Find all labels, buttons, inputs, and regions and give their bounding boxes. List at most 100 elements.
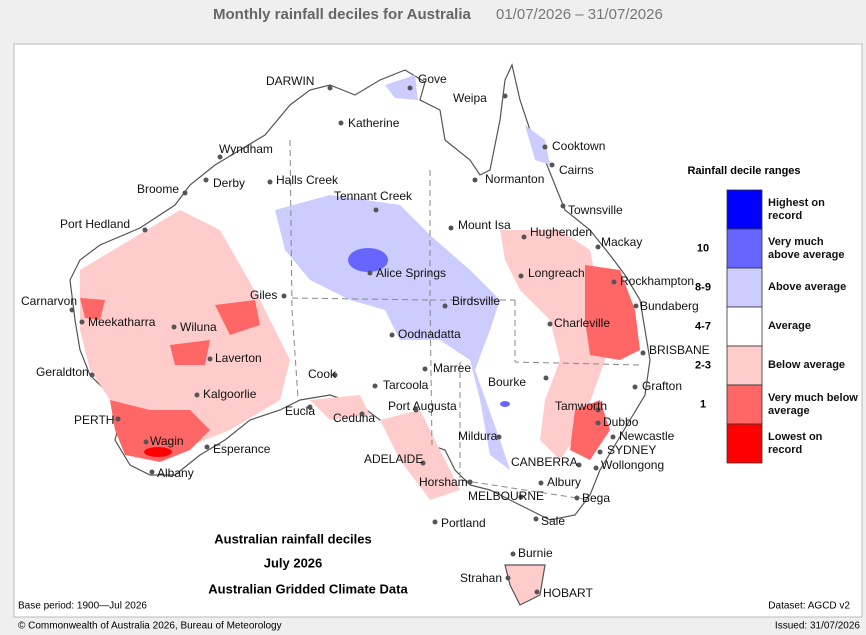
place-label: Mount Isa (458, 218, 511, 232)
place-dot (560, 203, 566, 209)
period: 01/07/2026 – 31/07/2026 (496, 6, 663, 23)
above-average-region (525, 125, 550, 165)
below-average-region (80, 210, 290, 460)
place-dot (549, 162, 555, 168)
places: DARWIN Gove Weipa Katherine Cooktown Wyndham C… (21, 72, 710, 600)
place-dot (267, 179, 273, 185)
place-dot (593, 465, 599, 471)
very-much-below-region (80, 298, 105, 320)
place-dot (632, 384, 638, 390)
place-dot (595, 407, 601, 413)
place-label: DARWIN (266, 74, 314, 88)
place-dot (574, 495, 580, 501)
place-label: Wiluna (180, 320, 217, 334)
border (291, 297, 431, 301)
place-label: Rockhampton (620, 274, 694, 288)
place-label: Meekatharra (88, 315, 156, 329)
very-much-below-region (585, 265, 640, 360)
decile-range: 2-3 (695, 359, 711, 371)
place-dot (115, 416, 121, 422)
caption: Australian rainfall deciles (214, 531, 372, 546)
place-label: Marree (433, 361, 471, 375)
place-label: Geraldton (36, 365, 89, 379)
place-label: Port Augusta (388, 399, 457, 413)
place-dot (448, 225, 454, 231)
lowest-region (144, 447, 172, 457)
place-label: Wyndham (219, 142, 273, 156)
place-dot (496, 434, 502, 440)
place-dot (543, 375, 549, 381)
place-dot (533, 516, 539, 522)
place-label: Wagin (150, 434, 184, 448)
place-label: Albury (547, 475, 581, 489)
place-label: Birdsville (452, 294, 500, 308)
place-label: Broome (137, 182, 179, 196)
place-dot (143, 439, 149, 445)
place-label: Charleville (554, 316, 610, 330)
below-average-region (310, 395, 370, 420)
place-label: Derby (213, 176, 245, 190)
border (429, 299, 433, 446)
decile-range: 10 (697, 242, 709, 254)
place-dot (442, 303, 448, 309)
place-label: Cairns (559, 163, 594, 177)
border (289, 139, 293, 311)
place-label: Longreach (528, 266, 585, 280)
place-label: Alice Springs (376, 266, 446, 280)
legend-swatch (726, 345, 763, 386)
place-dot (502, 93, 508, 99)
place-dot (203, 177, 209, 183)
place-label: Tarcoola (383, 378, 429, 392)
place-label: Bega (582, 491, 610, 505)
decile-range: 4-7 (695, 320, 711, 332)
place-label: Katherine (348, 116, 400, 130)
legend-label: Very much below average (768, 391, 858, 417)
legend-label: Lowest on record (768, 430, 823, 456)
place-label: Port Hedland (60, 217, 130, 231)
border (291, 309, 299, 399)
place-dot (69, 307, 75, 313)
legend-label: Above average (768, 281, 847, 293)
state-borders (289, 139, 641, 501)
place-dot (595, 244, 601, 250)
place-label: Sale (541, 514, 565, 528)
place-label: Esperance (213, 442, 271, 456)
place-dot (194, 392, 200, 398)
place-dot (510, 551, 516, 557)
place-dot (576, 462, 582, 468)
place-label: Hughenden (530, 225, 592, 239)
place-label: Carnarvon (21, 294, 77, 308)
place-dot (542, 144, 548, 150)
place-label: Mackay (601, 235, 642, 249)
place-dot (505, 575, 511, 581)
place-label: SYDNEY (607, 443, 656, 457)
place-dot (518, 494, 524, 500)
border (459, 362, 591, 501)
place-label: Cook (308, 367, 337, 381)
legend-swatch (726, 384, 763, 425)
place-label: Ceduna (333, 411, 375, 425)
place-dot (472, 177, 478, 183)
legend-label: Highest on record (768, 196, 825, 222)
place-dot (547, 321, 553, 327)
legend-label: Below average (768, 359, 846, 371)
place-label: Albany (157, 466, 194, 480)
place-dot (597, 449, 603, 455)
place-label: Normanton (485, 172, 544, 186)
below-average-region (380, 410, 460, 500)
base-period: Base period: 1900—Jul 2026 (18, 601, 147, 612)
place-label: Newcastle (619, 429, 675, 443)
place-dot (171, 324, 177, 330)
place-label: MELBOURNE (468, 489, 544, 503)
decile-range: 8-9 (695, 281, 711, 293)
place-label: Mildura (458, 429, 498, 443)
place-label: ADELAIDE (364, 452, 423, 466)
page-title: Monthly rainfall deciles for Australia (213, 6, 471, 23)
place-dot (611, 279, 617, 285)
place-label: Laverton (215, 351, 262, 365)
place-label: Portland (441, 516, 486, 530)
above-average-region (385, 75, 418, 100)
place-dot (407, 85, 413, 91)
below-average-region (500, 230, 605, 460)
